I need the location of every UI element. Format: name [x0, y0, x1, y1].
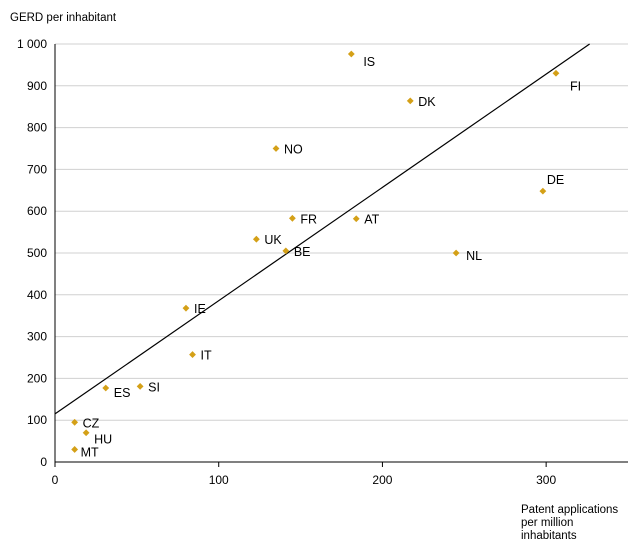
point-de [539, 187, 547, 195]
x-axis-title-line: per million [521, 517, 573, 529]
trendline-group [54, 43, 590, 415]
y-tick-label: 0 [40, 455, 47, 469]
point-is [347, 50, 355, 58]
x-tick-label: 0 [52, 473, 59, 487]
point-mt [71, 446, 79, 453]
point-label-at: AT [364, 213, 379, 227]
y-tick-label: 900 [27, 79, 47, 93]
point-label-es: ES [114, 386, 131, 400]
point-label-hu: HU [94, 433, 112, 447]
point-nl [452, 249, 460, 257]
point-label-fi: FI [570, 79, 581, 93]
gridlines [55, 43, 628, 421]
y-tick-label: 300 [27, 330, 47, 344]
y-tick-label: 1 000 [17, 37, 47, 51]
point-fi [552, 69, 560, 77]
point-no [272, 145, 280, 152]
point-label-nl: NL [466, 249, 482, 263]
point-label-mt: MT [81, 445, 99, 459]
point-label-it: IT [201, 349, 212, 363]
axes: 0 100 200 300 400 500 600 700 800 900 1 000 0 100 200… [17, 37, 628, 487]
point-fr [288, 214, 296, 222]
point-label-fr: FR [300, 212, 317, 226]
point-label-no: NO [284, 143, 303, 157]
point-label-cz: CZ [83, 416, 100, 430]
point-label-is: IS [363, 55, 375, 69]
point-dk [406, 97, 414, 105]
point-label-be: BE [294, 245, 311, 259]
x-axis-title-line: inhabitants [521, 530, 577, 542]
point-at [352, 215, 360, 223]
x-tick-label: 100 [209, 473, 229, 487]
trendline [54, 43, 590, 415]
point-ie [182, 304, 190, 312]
point-label-si: SI [148, 380, 160, 394]
x-axis-title-line: Patent applications [521, 504, 618, 516]
y-tick-label: 600 [27, 204, 47, 218]
point-label-de: DE [547, 173, 564, 187]
y-tick-label: 500 [27, 246, 47, 260]
x-axis-title: Patent applications per million inhabitant… [521, 504, 618, 542]
point-label-ie: IE [194, 302, 206, 316]
point-si [136, 382, 144, 390]
x-tick-label: 200 [372, 473, 392, 487]
point-es [102, 384, 110, 392]
y-tick-label: 400 [27, 288, 47, 302]
point-it [189, 351, 196, 358]
point-be [282, 247, 290, 255]
y-tick-label: 800 [27, 121, 47, 135]
y-tick-label: 700 [27, 162, 47, 176]
y-axis-title: GERD per inhabitant [10, 12, 117, 24]
point-uk [252, 235, 260, 243]
data-points [71, 50, 560, 453]
point-label-dk: DK [418, 95, 436, 109]
y-tick-label: 100 [27, 413, 47, 427]
point-label-uk: UK [264, 233, 282, 247]
point-hu [82, 429, 90, 437]
point-cz [71, 418, 79, 426]
y-tick-label: 200 [27, 371, 47, 385]
x-tick-label: 300 [536, 473, 556, 487]
